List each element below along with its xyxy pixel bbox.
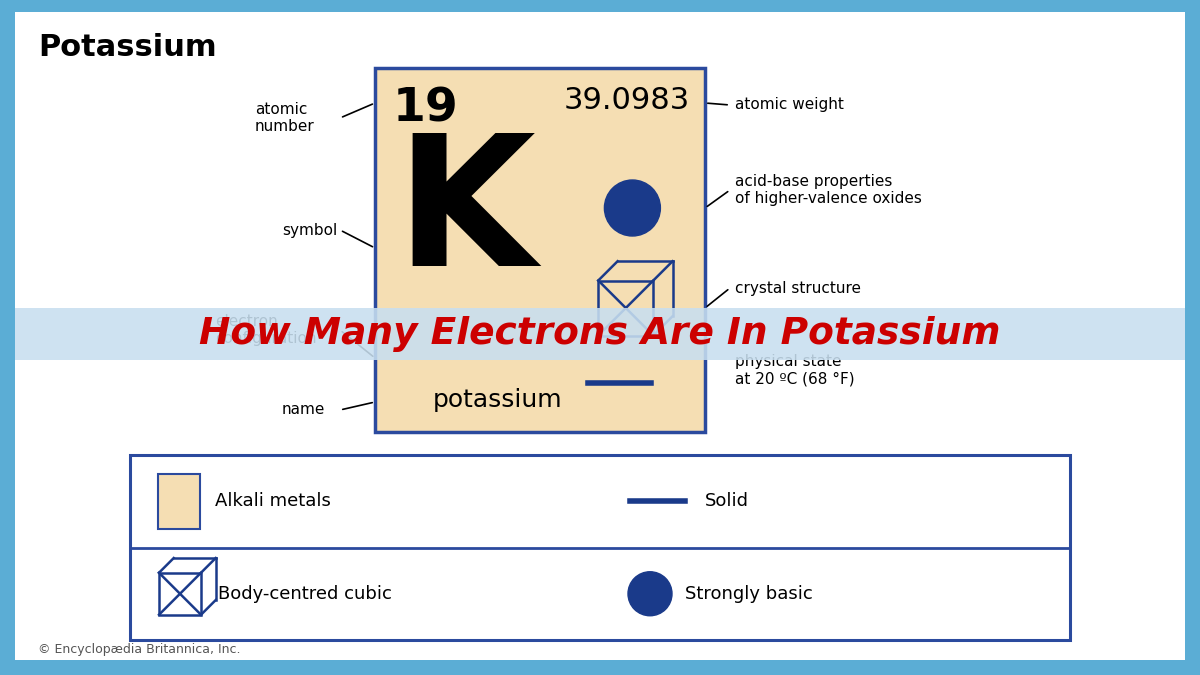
Bar	[130, 455, 1070, 640]
Bar	[158, 573, 202, 615]
Text: atomic weight: atomic weight	[734, 97, 844, 113]
Text: K: K	[395, 128, 535, 304]
Bar	[599, 281, 653, 335]
Text: Body-centred cubic: Body-centred cubic	[218, 585, 392, 603]
Bar	[14, 308, 1186, 360]
Text: atomic
number: atomic number	[256, 102, 314, 134]
Text: name: name	[282, 402, 325, 418]
Text: acid-base properties
of higher-valence oxides: acid-base properties of higher-valence o…	[734, 173, 922, 206]
Text: © Encyclopædia Britannica, Inc.: © Encyclopædia Britannica, Inc.	[38, 643, 240, 657]
Text: 19: 19	[394, 86, 458, 131]
Text: physical state
at 20 ºC (68 °F): physical state at 20 ºC (68 °F)	[734, 354, 854, 386]
Text: Alkali metals: Alkali metals	[215, 492, 331, 510]
Text: crystal structure: crystal structure	[734, 281, 862, 296]
Text: How Many Electrons Are In Potassium: How Many Electrons Are In Potassium	[199, 316, 1001, 352]
Text: 39.0983: 39.0983	[564, 86, 690, 115]
Bar	[158, 474, 200, 529]
Bar	[374, 68, 706, 432]
Circle shape	[605, 180, 660, 236]
Text: Solid: Solid	[706, 492, 749, 510]
Text: symbol: symbol	[282, 223, 337, 238]
Text: electron
configuration: electron configuration	[215, 314, 317, 346]
Text: Strongly basic: Strongly basic	[685, 585, 812, 603]
Text: potassium: potassium	[432, 388, 562, 412]
Circle shape	[628, 572, 672, 616]
Text: Potassium: Potassium	[38, 34, 217, 63]
